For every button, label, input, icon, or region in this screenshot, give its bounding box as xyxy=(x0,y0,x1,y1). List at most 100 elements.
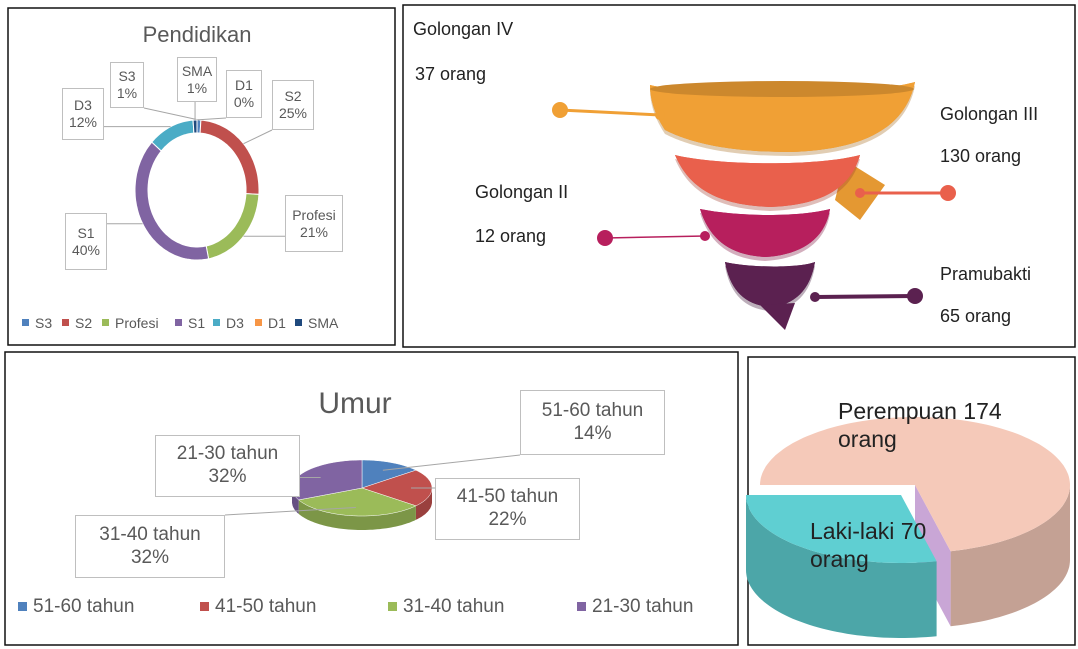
value-label: 0% xyxy=(234,94,254,111)
value-label: 14% xyxy=(573,423,611,446)
donut-slice xyxy=(206,194,259,259)
legend-label: SMA xyxy=(308,315,338,331)
donut-slice xyxy=(152,120,194,151)
value-label: 12 orang xyxy=(475,226,546,246)
value-label: 65 orang xyxy=(940,306,1011,326)
data-label: Laki-laki 70 orang xyxy=(810,518,940,573)
marker-dot xyxy=(940,185,956,201)
marker-dot xyxy=(552,102,568,118)
leader-line xyxy=(144,108,199,120)
marker-dot-small xyxy=(655,110,665,120)
value-label: 37 orang xyxy=(415,64,486,84)
value-label: 130 orang xyxy=(940,146,1021,166)
legend-label: D1 xyxy=(268,315,286,331)
legend-swatch xyxy=(18,602,27,611)
category-label: 31-40 tahun xyxy=(99,524,200,547)
legend-item: S2 xyxy=(62,315,92,331)
category-label: D3 xyxy=(74,97,92,114)
legend-item: 41-50 tahun xyxy=(200,596,316,618)
leader-line xyxy=(244,130,272,144)
legend-label: S2 xyxy=(75,315,92,331)
marker-dot-small xyxy=(810,292,820,302)
legend-item: Profesi xyxy=(102,315,159,331)
legend-item: 21-30 tahun xyxy=(577,596,693,618)
funnel-layer-top xyxy=(700,209,830,257)
category-label: Profesi xyxy=(292,207,336,224)
chart-title: Pendidikan xyxy=(143,22,252,47)
legend-swatch xyxy=(22,319,29,326)
category-label: S1 xyxy=(77,225,94,242)
data-label: Perempuan 174 orang xyxy=(838,398,1038,453)
value-label: 1% xyxy=(187,80,207,97)
marker-dot xyxy=(597,230,613,246)
funnel-layer-top xyxy=(675,155,860,207)
connector xyxy=(815,296,915,297)
category-label: D1 xyxy=(235,77,253,94)
category-label: Pramubakti xyxy=(940,264,1031,284)
donut-slice xyxy=(135,142,209,260)
legend-swatch xyxy=(102,319,109,326)
category-label: 51-60 tahun xyxy=(542,400,643,423)
value-label: 32% xyxy=(131,547,169,570)
category-label: 41-50 tahun xyxy=(457,486,558,509)
leader-line xyxy=(193,118,226,120)
category-label: Golongan IV xyxy=(413,19,513,39)
funnel-tip xyxy=(760,303,795,330)
category-label: Golongan III xyxy=(940,104,1038,124)
legend-label: 41-50 tahun xyxy=(215,596,316,618)
legend-label: 51-60 tahun xyxy=(33,596,134,618)
chart-title: Umur xyxy=(318,387,391,420)
category-label: S3 xyxy=(118,68,135,85)
category-label: 21-30 tahun xyxy=(177,443,278,466)
value-label: 21% xyxy=(300,224,328,241)
legend-item: D3 xyxy=(213,315,244,331)
marker-dot xyxy=(907,288,923,304)
legend-item: 51-60 tahun xyxy=(18,596,134,618)
legend-swatch xyxy=(577,602,586,611)
legend-item: D1 xyxy=(255,315,286,331)
legend-label: 21-30 tahun xyxy=(592,596,693,618)
legend-label: S1 xyxy=(188,315,205,331)
legend-item: SMA xyxy=(295,315,338,331)
value-label: 22% xyxy=(488,509,526,532)
legend-swatch xyxy=(62,319,69,326)
legend-label: D3 xyxy=(226,315,244,331)
dashboard: Pendidikan Golongan IV 37 orang Golongan II… xyxy=(0,0,1078,649)
legend-swatch xyxy=(388,602,397,611)
marker-dot-small xyxy=(700,231,710,241)
category-label: Golongan II xyxy=(475,182,568,202)
category-label: S2 xyxy=(284,88,301,105)
marker-dot-small xyxy=(855,188,865,198)
legend-item: S3 xyxy=(22,315,52,331)
legend-swatch xyxy=(295,319,302,326)
legend-item: S1 xyxy=(175,315,205,331)
leader-line xyxy=(383,455,520,470)
funnel-rim xyxy=(650,81,914,97)
legend-swatch xyxy=(175,319,182,326)
value-label: 40% xyxy=(72,242,100,259)
legend-swatch xyxy=(255,319,262,326)
donut-slice xyxy=(193,120,197,133)
legend-item: 31-40 tahun xyxy=(388,596,504,618)
donut-slice xyxy=(200,120,259,194)
value-label: 32% xyxy=(208,466,246,489)
value-label: 1% xyxy=(117,85,137,102)
connector xyxy=(560,110,660,115)
connector xyxy=(605,236,705,238)
legend-label: 31-40 tahun xyxy=(403,596,504,618)
value-label: 12% xyxy=(69,114,97,131)
value-label: 25% xyxy=(279,105,307,122)
legend-swatch xyxy=(200,602,209,611)
category-label: SMA xyxy=(182,63,212,80)
